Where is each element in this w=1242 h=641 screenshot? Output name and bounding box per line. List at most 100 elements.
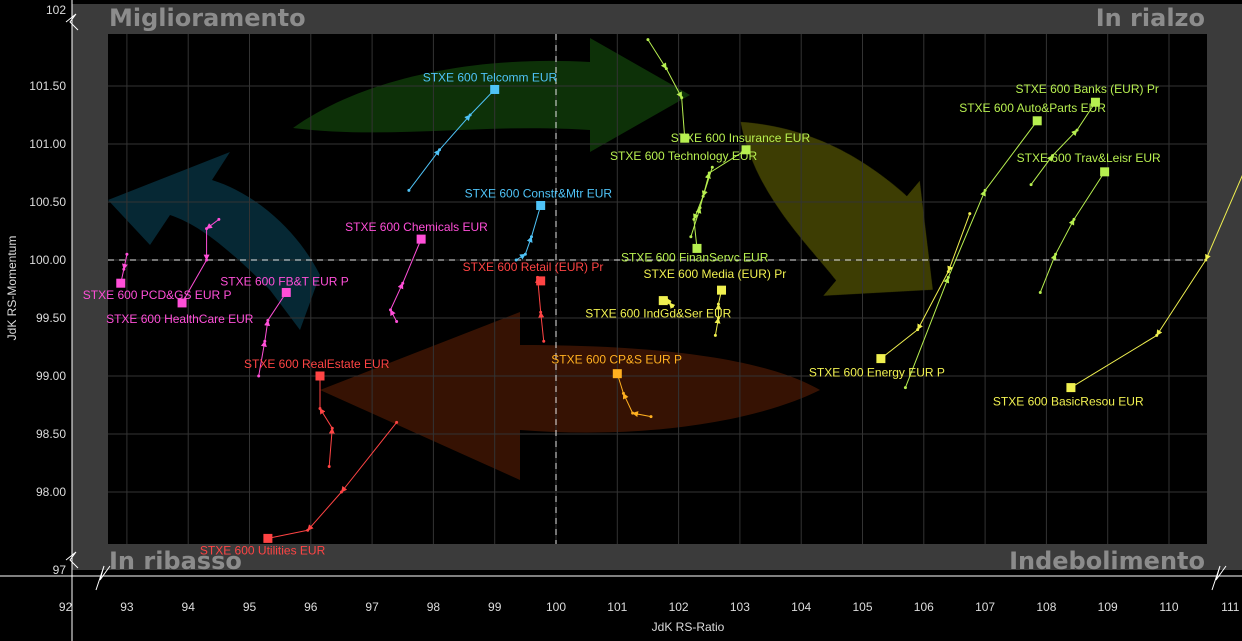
series-tail-segment	[690, 207, 702, 237]
series-label: STXE 600 Chemicals EUR	[345, 220, 488, 234]
y-tick-label: 98.50	[36, 427, 66, 441]
series-head-marker[interactable]	[1100, 167, 1110, 177]
series-head-marker[interactable]	[692, 243, 702, 253]
series-5[interactable]: STXE 600 FB&T EUR P	[220, 274, 349, 378]
series-13[interactable]: STXE 600 Media (EUR) Pr	[644, 267, 787, 337]
quadrant-label-leading: In rialzo	[1096, 4, 1205, 32]
x-tick-label: 93	[120, 600, 134, 614]
series-4[interactable]: STXE 600 HealthCare EUR	[106, 217, 254, 326]
series-tail-segment	[904, 276, 950, 388]
series-tail-segment	[267, 529, 308, 539]
series-1[interactable]: STXE 600 Constr&Mtr EUR	[465, 186, 613, 262]
series-head-marker[interactable]	[1090, 97, 1100, 107]
series-head-marker[interactable]	[1032, 116, 1042, 126]
series-tail-point	[946, 270, 950, 274]
series-head-marker[interactable]	[658, 296, 668, 306]
series-tail-point	[388, 308, 392, 312]
series-label: STXE 600 Retail (EUR) Pr	[463, 260, 604, 274]
series-head-marker[interactable]	[876, 354, 886, 364]
series-tail-point	[1029, 183, 1033, 187]
series-tail-segment	[880, 329, 918, 359]
series-label: STXE 600 Auto&Parts EUR	[959, 101, 1106, 115]
series-tail-point	[983, 188, 987, 192]
lagging-arrow	[108, 152, 320, 330]
series-tail-segment	[341, 422, 398, 493]
series-label: STXE 600 Insurance EUR	[671, 131, 811, 145]
series-tail-point	[1204, 258, 1208, 262]
y-tick-label: 101.50	[29, 79, 66, 93]
series-head-marker[interactable]	[315, 371, 325, 381]
series-14[interactable]: STXE 600 IndGd&Ser EUR	[585, 296, 732, 321]
series-label: STXE 600 FinanServc EUR	[621, 250, 769, 264]
x-tick-label: 108	[1036, 600, 1056, 614]
series-label: STXE 600 Technology EUR	[610, 149, 758, 163]
series-head-marker[interactable]	[536, 276, 546, 286]
series-9[interactable]: STXE 600 CP&S EUR P	[551, 353, 682, 419]
series-head-marker[interactable]	[612, 369, 622, 379]
x-axis-break-left	[95, 565, 111, 591]
series-tail-segment	[524, 236, 533, 255]
series-head-marker[interactable]	[281, 287, 291, 297]
series-tail-point	[407, 188, 411, 192]
series-head-marker[interactable]	[263, 533, 273, 543]
series-tail-segment	[307, 491, 342, 531]
series-0[interactable]: STXE 600 Telcomm EUR	[407, 70, 558, 192]
series-head-marker[interactable]	[1066, 383, 1076, 393]
series-head-marker[interactable]	[680, 133, 690, 143]
series-2[interactable]: STXE 600 Chemicals EUR	[345, 220, 488, 323]
x-axis-label: JdK RS-Ratio	[652, 620, 725, 634]
x-axis-break-right	[1211, 565, 1227, 591]
series-head-marker[interactable]	[490, 84, 500, 94]
series-tail-segment	[264, 319, 271, 342]
series-head-marker[interactable]	[116, 278, 126, 288]
x-tick-label: 104	[791, 600, 811, 614]
series-head-marker[interactable]	[741, 145, 751, 155]
series-tail-point	[523, 252, 527, 256]
quadrant-label-improving: Miglioramento	[109, 4, 306, 32]
series-tail-point	[468, 113, 472, 117]
x-tick-label: 107	[975, 600, 995, 614]
series-tail-point	[716, 302, 720, 306]
series-6[interactable]: STXE 600 RealEstate EUR	[244, 357, 390, 468]
y-tick-label: 97	[53, 563, 67, 577]
series-tail-segment	[328, 427, 335, 467]
series-18[interactable]: STXE 600 Energy EUR P	[809, 212, 972, 380]
series-3[interactable]: STXE 600 PCD&GS EUR P	[83, 252, 232, 303]
series-tail-point	[903, 386, 907, 390]
series-tail-segment	[681, 97, 686, 139]
series-tail-segment	[531, 205, 542, 237]
series-tail-segment	[1055, 218, 1075, 255]
series-12[interactable]: STXE 600 FinanServc EUR	[621, 165, 769, 265]
series-15[interactable]: STXE 600 Banks (EUR) Pr	[1015, 82, 1159, 187]
series-tail-segment	[701, 167, 713, 197]
series-7[interactable]: STXE 600 Utilities EUR	[200, 420, 399, 558]
series-19[interactable]: STXE 600 BasicResou EUR	[993, 131, 1242, 409]
series-tail-point	[125, 252, 129, 256]
x-tick-label: 100	[546, 600, 566, 614]
series-tail-point	[1054, 252, 1058, 256]
series-head-marker[interactable]	[177, 298, 187, 308]
series-tail-point	[1051, 154, 1055, 158]
crosshair	[108, 34, 1207, 544]
series-tail-segment	[647, 39, 667, 70]
series-16[interactable]: STXE 600 Auto&Parts EUR	[903, 101, 1106, 390]
y-axis-break-top	[65, 13, 79, 31]
series-tail-point	[438, 148, 442, 152]
series-head-marker[interactable]	[717, 285, 727, 295]
series-tail-point	[946, 275, 950, 279]
series-tail-segment	[632, 411, 652, 418]
series-8[interactable]: STXE 600 Retail (EUR) Pr	[463, 260, 604, 343]
series-tail-point	[514, 258, 518, 262]
y-tick-label: 100.50	[29, 195, 66, 209]
series-17[interactable]: STXE 600 Trav&Leisr EUR	[1017, 151, 1161, 294]
series-10[interactable]: STXE 600 Insurance EUR	[646, 38, 810, 145]
series-11[interactable]: STXE 600 Technology EUR	[610, 145, 758, 239]
series-layer: STXE 600 Telcomm EUR STXE 600 Constr&Mtr …	[83, 38, 1242, 557]
series-tail-point	[263, 339, 267, 343]
series-head-marker[interactable]	[416, 234, 426, 244]
series-head-marker[interactable]	[536, 200, 546, 210]
series-tail-point	[716, 316, 720, 320]
series-tail-point	[122, 267, 126, 271]
x-tick-label: 94	[182, 600, 196, 614]
series-tail-segment	[390, 309, 398, 322]
